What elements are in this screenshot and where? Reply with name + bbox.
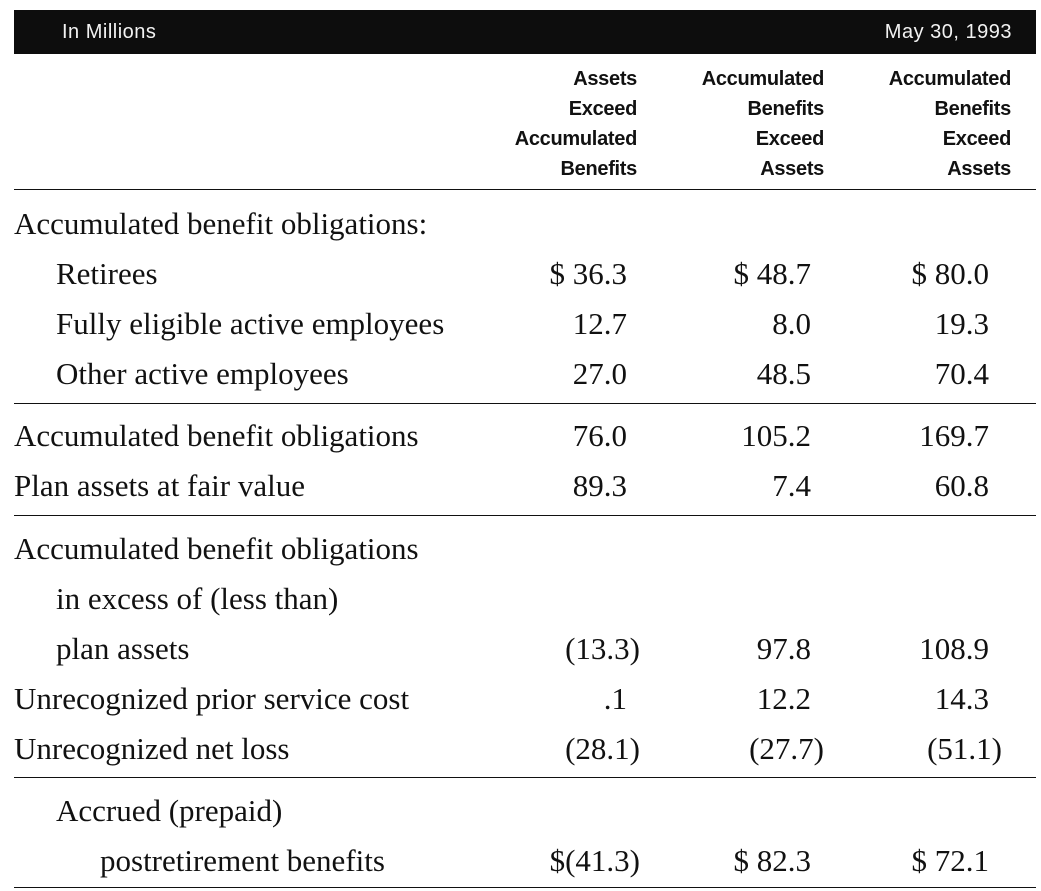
cell-value: (28.1) xyxy=(565,731,640,766)
cell-value: 89.3 xyxy=(572,468,627,503)
table-row: Retirees $ 36.3 $ 48.7 $ 80.0 xyxy=(14,249,1036,299)
row-label: Retirees xyxy=(56,256,158,291)
row-label: Other active employees xyxy=(56,356,349,391)
table-row: Accumulated benefit obligations xyxy=(14,524,1036,574)
column-header-line: Accumulated xyxy=(701,68,825,90)
column-header-line: Benefits xyxy=(747,98,824,120)
cell-value: 108.9 xyxy=(919,631,989,666)
column-header-line: Accumulated xyxy=(514,128,638,150)
row-label: Accumulated benefit obligations xyxy=(14,531,419,566)
cell-value: 12.2 xyxy=(756,681,811,716)
cell-value: $(41.3) xyxy=(549,843,640,878)
column-header-line: Exceed xyxy=(755,128,825,150)
cell-value: $ 80.0 xyxy=(911,256,990,291)
cell-value: 97.8 xyxy=(756,631,811,666)
row-label: postretirement benefits xyxy=(100,843,385,878)
table-header-bar: In Millions May 30, 1993 xyxy=(14,10,1036,54)
column-header-benefits-exceed-1: Accumulated Benefits Exceed Assets xyxy=(701,64,825,184)
column-header-line: Benefits xyxy=(934,98,1011,120)
cell-value: 48.5 xyxy=(756,356,811,391)
cell-value: .1 xyxy=(603,681,627,716)
column-header-line: Accumulated xyxy=(888,68,1012,90)
divider xyxy=(14,887,1036,888)
cell-value: $ 72.1 xyxy=(911,843,990,878)
column-header-line: Exceed xyxy=(942,128,1012,150)
cell-value: 14.3 xyxy=(934,681,989,716)
column-header-line: Benefits xyxy=(560,158,637,180)
column-header-line: Assets xyxy=(760,158,824,180)
divider xyxy=(14,403,1036,404)
table-row: in excess of (less than) xyxy=(14,574,1036,624)
table-row: Accumulated benefit obligations: xyxy=(14,199,1036,249)
cell-value: 76.0 xyxy=(572,418,627,453)
row-label: Accumulated benefit obligations: xyxy=(14,206,428,241)
cell-value: (13.3) xyxy=(565,631,640,666)
row-label: Fully eligible active employees xyxy=(56,306,445,341)
column-header-assets-exceed: Assets Exceed Accumulated Benefits xyxy=(514,64,638,184)
units-label: In Millions xyxy=(62,21,157,43)
divider xyxy=(14,189,1036,190)
cell-value: 169.7 xyxy=(919,418,989,453)
table-row: Other active employees 27.0 48.5 70.4 xyxy=(14,349,1036,399)
table-row: Accumulated benefit obligations 76.0 105… xyxy=(14,411,1036,461)
row-label: Plan assets at fair value xyxy=(14,468,305,503)
row-label: Accumulated benefit obligations xyxy=(14,418,419,453)
cell-value: $ 82.3 xyxy=(733,843,812,878)
column-header-benefits-exceed-2: Accumulated Benefits Exceed Assets xyxy=(888,64,1012,184)
column-header-line: Assets xyxy=(947,158,1011,180)
cell-value: 19.3 xyxy=(934,306,989,341)
table-row: Unrecognized prior service cost .1 12.2 … xyxy=(14,674,1036,724)
cell-value: (27.7) xyxy=(749,731,824,766)
table-row: plan assets (13.3) 97.8 108.9 xyxy=(14,624,1036,674)
cell-value: 60.8 xyxy=(934,468,989,503)
row-label: plan assets xyxy=(56,631,190,666)
row-label: in excess of (less than) xyxy=(56,581,339,616)
cell-value: 7.4 xyxy=(772,468,811,503)
cell-value: 105.2 xyxy=(741,418,811,453)
row-label: Accrued (prepaid) xyxy=(56,793,283,828)
cell-value: $ 48.7 xyxy=(733,256,812,291)
table-row: Plan assets at fair value 89.3 7.4 60.8 xyxy=(14,461,1036,511)
row-label: Unrecognized prior service cost xyxy=(14,681,410,716)
table-row: Fully eligible active employees 12.7 8.0… xyxy=(14,299,1036,349)
cell-value: 27.0 xyxy=(572,356,627,391)
column-header-line: Exceed xyxy=(568,98,638,120)
cell-value: 70.4 xyxy=(934,356,989,391)
divider xyxy=(14,777,1036,778)
table-row: postretirement benefits $(41.3) $ 82.3 $… xyxy=(14,836,1036,886)
divider xyxy=(14,515,1036,516)
row-label: Unrecognized net loss xyxy=(14,731,290,766)
column-header-line: Assets xyxy=(573,68,637,90)
table-row: Accrued (prepaid) xyxy=(14,786,1036,836)
cell-value: 12.7 xyxy=(572,306,627,341)
cell-value: $ 36.3 xyxy=(549,256,628,291)
cell-value: 8.0 xyxy=(772,306,811,341)
table-row: Unrecognized net loss (28.1) (27.7) (51.… xyxy=(14,724,1036,774)
date-label: May 30, 1993 xyxy=(884,21,1012,43)
cell-value: (51.1) xyxy=(927,731,1002,766)
